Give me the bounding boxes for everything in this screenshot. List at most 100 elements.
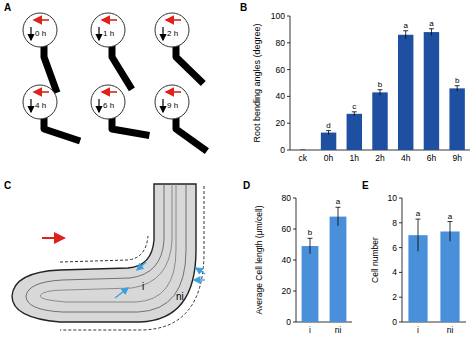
error-line: [380, 90, 381, 95]
y-axis-label: Average Cell length (μm/cell): [254, 205, 264, 314]
error-cap: [448, 221, 453, 222]
y-tick-label: 40: [276, 91, 286, 101]
y-tick: [287, 42, 290, 43]
x-tick-label: i: [309, 325, 311, 335]
root: [176, 45, 203, 84]
y-tick: [287, 16, 290, 17]
y-tick-label: 80: [276, 38, 286, 48]
plate: [91, 13, 125, 47]
rotation-state: 6 h: [91, 85, 149, 136]
time-label: 0 h: [35, 29, 46, 38]
error-cap: [352, 111, 357, 112]
x-tick-label: 4h: [401, 153, 411, 163]
y-axis-label: Cell number: [370, 237, 380, 283]
y-tick: [293, 198, 296, 199]
x-tick-label: ni: [335, 325, 342, 335]
significance-letter: a: [448, 212, 453, 221]
error-line: [405, 31, 406, 39]
gravity-arrow: [162, 27, 163, 40]
rotation-state: 9 h: [155, 85, 207, 151]
rotation-arrow: [102, 91, 117, 93]
gravity-arrow: [98, 99, 99, 112]
y-tick-label: 0: [286, 317, 291, 327]
y-tick-label: 8: [392, 218, 397, 228]
plate: [155, 85, 189, 119]
error-bar: [378, 90, 383, 95]
error-line: [457, 86, 458, 91]
y-tick-label: 0: [392, 317, 397, 327]
rotation-arrow: [34, 91, 49, 93]
significance-letter: c: [352, 102, 356, 111]
rotation-state: 1 h: [91, 13, 132, 89]
bar-chart: ECell number0246810aiani: [362, 180, 466, 335]
panel-label: C: [4, 180, 11, 191]
y-tick-label: 60: [282, 224, 292, 234]
bar-chart: BRoot bending angles (degree)02040608010…: [240, 2, 470, 163]
y-tick-label: 10: [388, 193, 398, 203]
bar: [440, 231, 459, 322]
marks: [408, 219, 459, 322]
time-label: 1 h: [103, 29, 114, 38]
y-axis: [296, 198, 297, 322]
y-tick-label: 6: [392, 243, 397, 253]
x-tick-label: 0h: [324, 153, 334, 163]
panel-label: B: [240, 2, 247, 13]
side-label: ni: [176, 291, 184, 302]
y-tick: [293, 322, 296, 323]
y-tick: [399, 322, 402, 323]
error-cap: [429, 28, 434, 29]
plate: [23, 85, 57, 119]
error-line: [431, 29, 432, 36]
error-bar: [455, 86, 460, 91]
bar-chart: DAverage Cell length (μm/cell)020406080b…: [243, 180, 352, 335]
error-line: [328, 131, 329, 135]
y-tick: [399, 198, 402, 199]
root: [176, 117, 207, 151]
significance-letter: b: [308, 228, 313, 237]
y-tick: [293, 260, 296, 261]
rotation-state: 0 h: [23, 13, 57, 93]
figure: A 0 h 1 h 2 h 4 h 6 h9 h Ci ni BRoot bending ang…: [0, 0, 474, 354]
error-line: [310, 238, 311, 254]
root-image: [12, 184, 205, 330]
significance-letter: a: [429, 19, 434, 28]
error-line: [338, 207, 339, 226]
panel-label: A: [4, 2, 11, 13]
boundary-arrow: [115, 288, 128, 298]
rotation-state: 4 h: [23, 85, 80, 141]
plate: [23, 13, 57, 47]
time-label: 4 h: [35, 101, 46, 110]
significance-letter: b: [378, 80, 383, 89]
significance-letter: a: [336, 197, 341, 206]
bar: [302, 246, 319, 322]
bar: [321, 133, 336, 150]
y-tick-label: 100: [271, 11, 285, 21]
gravity-arrow: [30, 27, 31, 40]
bar: [424, 32, 439, 150]
y-tick-label: 40: [282, 255, 292, 265]
rotation-arrow: [166, 91, 181, 93]
rotation-state: 2 h: [155, 13, 203, 84]
y-tick: [399, 297, 402, 298]
significance-letter: a: [403, 21, 408, 30]
error-bar: [448, 222, 453, 242]
x-tick-label: 6h: [427, 153, 437, 163]
rotation-arrow: [34, 19, 49, 21]
outer-outline: [60, 186, 204, 330]
bar: [347, 114, 362, 150]
marks: [300, 29, 464, 150]
error-bar: [403, 31, 408, 39]
x-tick-label: i: [417, 325, 419, 335]
error-cap: [300, 150, 305, 151]
inner-outline: [60, 236, 148, 262]
bar: [295, 150, 310, 151]
y-tick: [293, 229, 296, 230]
time-label: 2 h: [167, 29, 178, 38]
y-tick-label: 4: [392, 267, 397, 277]
x-tick-label: ck: [299, 153, 308, 163]
error-bar: [300, 150, 305, 151]
error-bar: [429, 29, 434, 36]
error-line: [418, 219, 419, 251]
y-tick: [293, 291, 296, 292]
y-tick: [287, 123, 290, 124]
